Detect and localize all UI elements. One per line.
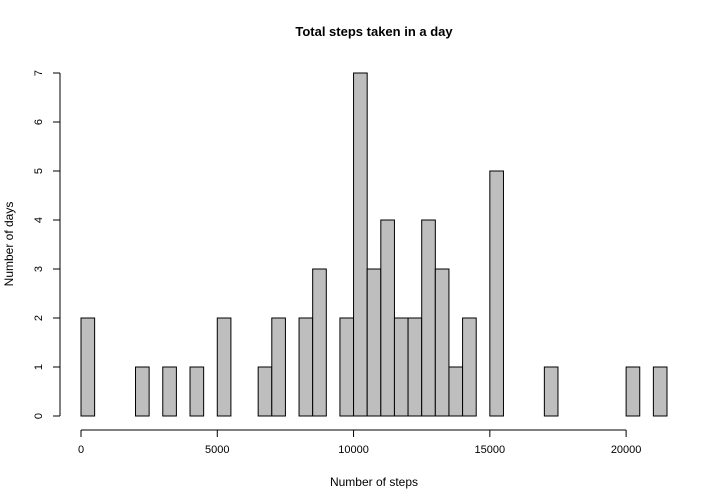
- histogram-bar: [353, 72, 368, 417]
- histogram-bar: [312, 268, 327, 417]
- histogram-bar: [257, 366, 273, 417]
- x-tick-label: 0: [78, 444, 84, 456]
- histogram-bar: [393, 317, 409, 417]
- histogram-bar: [366, 268, 382, 417]
- y-tick-label: 2: [33, 315, 45, 321]
- histogram-bar: [421, 219, 436, 417]
- y-tick-label: 6: [33, 119, 45, 125]
- histogram-bar: [462, 317, 477, 417]
- histogram-bar: [80, 317, 96, 417]
- histogram-bar: [162, 366, 177, 417]
- histogram-bar: [448, 366, 464, 417]
- histogram-bar: [216, 317, 232, 417]
- y-axis-label: Number of days: [2, 202, 16, 287]
- y-tick-label: 3: [33, 266, 45, 272]
- bars-group: [80, 72, 668, 417]
- histogram-bar: [434, 268, 450, 417]
- histogram-bar: [380, 219, 395, 417]
- x-tick-label: 5000: [205, 444, 229, 456]
- histogram-bar: [189, 366, 205, 417]
- histogram-bar: [271, 317, 286, 417]
- histogram-bar: [652, 366, 668, 417]
- histogram-bar: [625, 366, 641, 417]
- x-axis: 0 5000 10000 15000 20000: [78, 429, 642, 456]
- y-tick-label: 5: [33, 168, 45, 174]
- y-tick-label: 0: [33, 413, 45, 419]
- y-axis: 0 1 2 3 4 5 6 7: [33, 70, 61, 419]
- x-axis-label: Number of steps: [330, 475, 418, 489]
- histogram-bar: [298, 317, 314, 417]
- y-tick-label: 4: [33, 217, 45, 223]
- histogram-bar: [407, 317, 423, 417]
- y-tick-label: 7: [33, 70, 45, 76]
- histogram-bar: [543, 366, 559, 417]
- x-tick-label: 10000: [338, 444, 369, 456]
- chart-title: Total steps taken in a day: [295, 24, 453, 39]
- x-tick-label: 20000: [611, 444, 642, 456]
- histogram-bar: [135, 366, 150, 417]
- histogram-bar: [489, 170, 504, 417]
- histogram-bar: [339, 317, 355, 417]
- y-tick-label: 1: [33, 364, 45, 370]
- x-tick-label: 15000: [475, 444, 506, 456]
